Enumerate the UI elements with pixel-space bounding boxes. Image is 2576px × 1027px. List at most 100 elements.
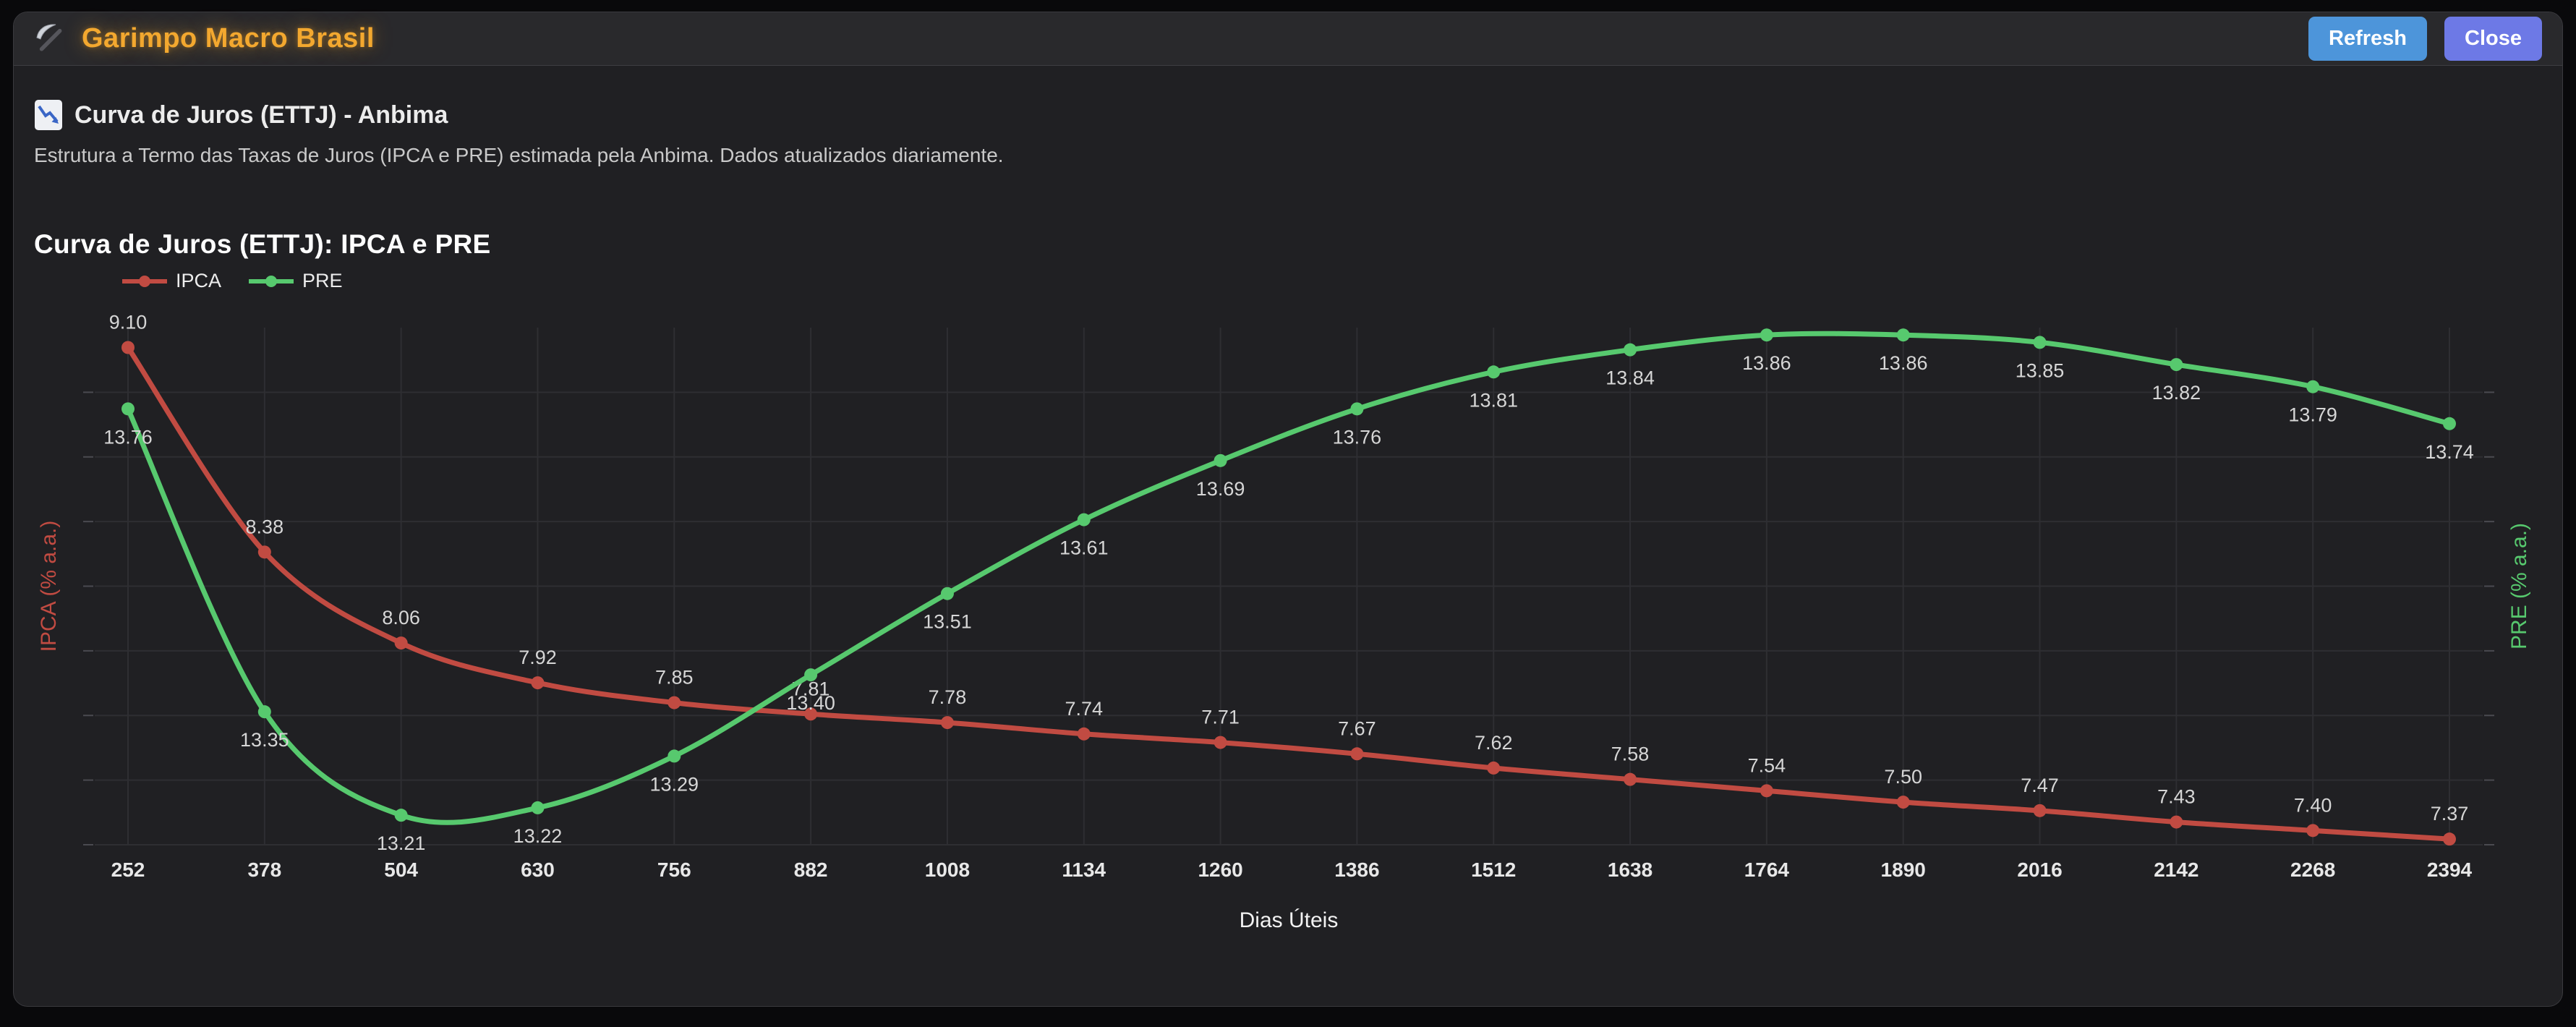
- ipca-point-label: 7.92: [519, 647, 557, 668]
- pre-point-label: 13.21: [377, 832, 426, 854]
- chart-plot-area[interactable]: 252 378 504 630 756 882 1008 1134 1260 1386 1512 16…: [34, 295, 2543, 968]
- ipca-point: [804, 707, 818, 721]
- ipca-series: 9.108.388.067.927.857.81 7.787.74 7.717.67…: [109, 312, 2469, 846]
- ipca-point-label: 7.50: [1884, 766, 1922, 788]
- pre-point-label: 13.76: [1333, 426, 1382, 448]
- content-area: Curva de Juros (ETTJ) - Anbima Estrutura…: [14, 66, 2562, 968]
- y-axis-ticks: [83, 391, 2494, 845]
- ipca-point-label: 8.06: [382, 607, 420, 628]
- pre-point-label: 13.74: [2425, 441, 2474, 463]
- ipca-point-label: 7.67: [1338, 717, 1376, 739]
- grid-lines: [95, 328, 2483, 845]
- refresh-button[interactable]: Refresh: [2308, 17, 2428, 61]
- pre-point-label: 13.22: [513, 825, 563, 847]
- ipca-point: [2170, 815, 2183, 829]
- ipca-point-label: 7.47: [2021, 775, 2059, 796]
- chart-decreasing-icon: [35, 100, 62, 130]
- pre-point: [2443, 417, 2456, 430]
- ipca-point-label: 7.74: [1065, 698, 1103, 720]
- legend-item-pre[interactable]: PRE: [247, 270, 343, 292]
- pre-point-label: 13.29: [650, 773, 699, 795]
- ipca-point-label: 7.78: [929, 686, 967, 708]
- svg-text:1638: 1638: [1608, 858, 1652, 881]
- ipca-point: [2443, 832, 2456, 846]
- pre-point-label: 13.40: [786, 692, 835, 714]
- ipca-point: [668, 696, 681, 709]
- ipca-point: [1896, 796, 1910, 809]
- pre-point: [2170, 358, 2183, 372]
- section-description: Estrutura a Termo das Taxas de Juros (IP…: [34, 144, 1004, 166]
- pre-point: [1214, 453, 1227, 467]
- pre-point: [531, 801, 545, 814]
- close-button[interactable]: Close: [2444, 17, 2542, 61]
- pre-point-label: 13.82: [2152, 382, 2201, 404]
- pre-point: [121, 402, 135, 416]
- pre-series: 13.76 13.35 13.21 13.22 13.29 13.40 13.51 13.61…: [103, 328, 2474, 854]
- svg-text:1764: 1764: [1744, 858, 1790, 881]
- legend-item-ipca[interactable]: IPCA: [121, 270, 221, 292]
- pre-point-label: 13.61: [1059, 537, 1109, 559]
- legend-swatch-pre: [249, 275, 294, 287]
- svg-text:2016: 2016: [2017, 858, 2062, 881]
- pre-point: [1350, 402, 1364, 416]
- ipca-point: [531, 676, 545, 690]
- ipca-point: [394, 636, 408, 650]
- svg-text:1134: 1134: [1062, 858, 1106, 881]
- section-header: Curva de Juros (ETTJ) - Anbima: [34, 99, 2542, 131]
- pre-point-label: 13.85: [2016, 359, 2065, 381]
- ipca-point: [1487, 761, 1501, 775]
- ipca-point-label: 7.62: [1475, 732, 1513, 754]
- x-axis-labels: 252 378 504 630 756 882 1008 1134 1260 1386 1512 16…: [111, 858, 2473, 881]
- legend-label-pre: PRE: [302, 270, 343, 291]
- legend-label-ipca: IPCA: [176, 270, 222, 291]
- svg-text:1512: 1512: [1471, 858, 1516, 881]
- pre-point: [257, 705, 271, 719]
- ipca-point-label: 7.58: [1611, 743, 1650, 765]
- ipca-point-label: 7.85: [655, 667, 694, 689]
- title-bar: Garimpo Macro Brasil Refresh Close: [14, 12, 2562, 66]
- pre-point-label: 13.81: [1469, 389, 1518, 411]
- pre-point-label: 13.84: [1605, 367, 1655, 389]
- ipca-point-label: 7.40: [2294, 794, 2332, 816]
- pre-point-label: 13.76: [103, 426, 153, 448]
- ipca-line: [125, 345, 2452, 842]
- ipca-point: [1214, 736, 1227, 749]
- ipca-point-label: 7.54: [1748, 754, 1786, 776]
- ipca-point: [1624, 772, 1637, 786]
- svg-text:630: 630: [521, 858, 555, 881]
- ipca-point: [2306, 824, 2320, 838]
- pre-axis-title: PRE (% a.a.): [2507, 523, 2531, 649]
- ipca-point-label: 7.71: [1201, 707, 1240, 728]
- pre-point: [804, 668, 818, 682]
- pre-point-label: 13.69: [1196, 478, 1245, 500]
- section-title: Curva de Juros (ETTJ) - Anbima: [74, 101, 448, 129]
- ipca-point-label: 7.37: [2431, 803, 2469, 824]
- svg-text:378: 378: [247, 858, 281, 881]
- svg-text:252: 252: [111, 858, 145, 881]
- svg-text:1008: 1008: [925, 858, 970, 881]
- pre-point: [2306, 380, 2320, 393]
- chart-legend: IPCA PRE: [121, 270, 2542, 292]
- pre-point: [668, 749, 681, 763]
- x-axis-title: Dias Úteis: [1240, 908, 1339, 932]
- pre-point: [394, 809, 408, 822]
- svg-text:1386: 1386: [1334, 858, 1379, 881]
- ipca-point-label: 9.10: [109, 312, 148, 333]
- pre-point-label: 13.86: [1742, 352, 1791, 374]
- svg-text:2394: 2394: [2427, 858, 2473, 881]
- ipca-point: [940, 716, 954, 730]
- ipca-point-label: 7.43: [2157, 786, 2196, 808]
- ipca-point: [1350, 747, 1364, 761]
- svg-text:882: 882: [794, 858, 828, 881]
- pre-point-label: 13.35: [240, 729, 289, 751]
- app-title: Garimpo Macro Brasil: [82, 23, 375, 54]
- svg-text:1890: 1890: [1881, 858, 1926, 881]
- pre-point-label: 13.86: [1879, 352, 1928, 374]
- pre-point-label: 13.51: [923, 611, 972, 633]
- ipca-point: [2033, 804, 2047, 817]
- pre-point: [2033, 336, 2047, 349]
- pre-point: [1624, 343, 1637, 357]
- pre-point-label: 13.79: [2288, 404, 2337, 426]
- svg-text:1260: 1260: [1198, 858, 1242, 881]
- ipca-point-label: 8.38: [246, 516, 284, 537]
